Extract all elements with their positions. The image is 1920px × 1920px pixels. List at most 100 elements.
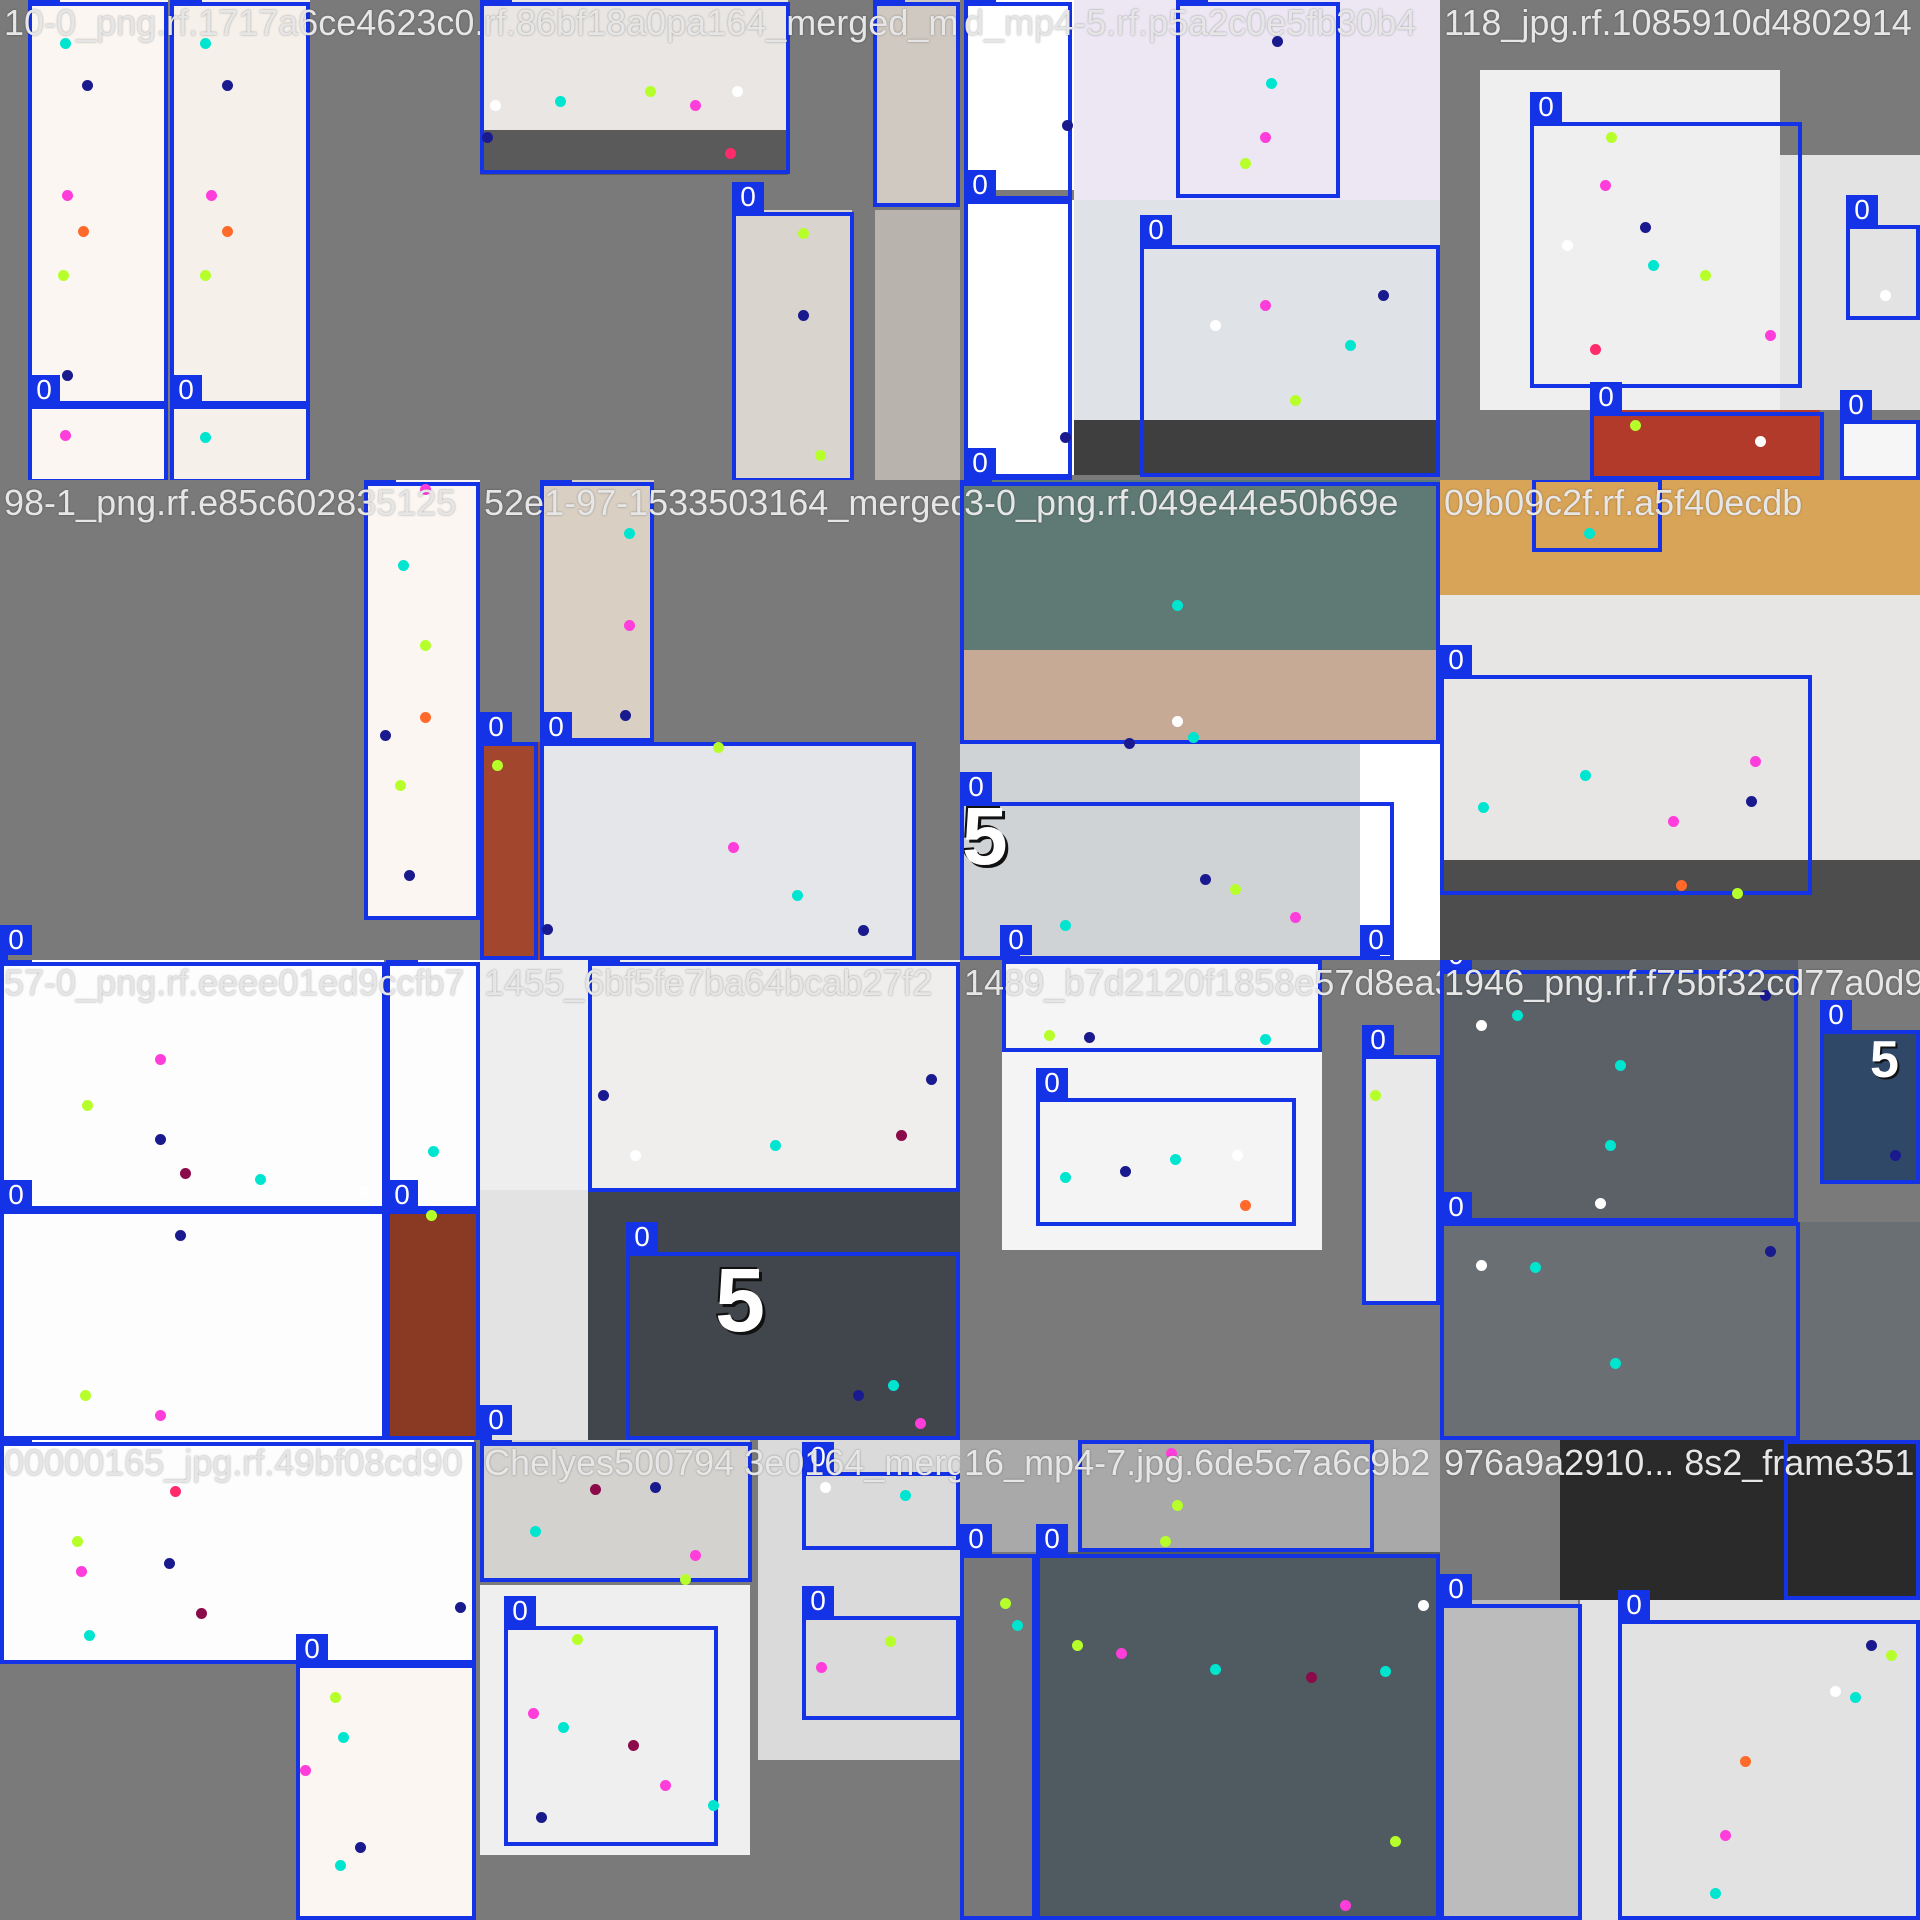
image-fragment	[1440, 860, 1920, 960]
pose-bounding-box[interactable]: 0	[296, 1634, 476, 1920]
class-label: 0	[1176, 0, 1208, 2]
keypoint	[255, 1174, 266, 1185]
pose-bounding-box[interactable]: 0	[0, 960, 386, 1210]
pose-bounding-box[interactable]: 0	[28, 0, 168, 405]
class-label: 0	[1140, 215, 1172, 245]
tile-12: 1946_png.rf.f75bf32cd77a0d9 0 0 0 5	[1440, 960, 1920, 1440]
image-fragment	[732, 210, 852, 480]
class-label: 0	[964, 0, 996, 2]
keypoint	[1012, 1620, 1023, 1631]
keypoint	[1562, 240, 1573, 251]
class-label: 0	[0, 1440, 32, 1442]
pose-bounding-box[interactable]: 0	[480, 712, 538, 960]
keypoint	[1172, 716, 1183, 727]
keypoint	[896, 1130, 907, 1141]
keypoint	[428, 1146, 439, 1157]
pose-bounding-box[interactable]: 0	[1036, 1524, 1440, 1920]
pose-bounding-box[interactable]: 0	[0, 925, 32, 960]
pose-bounding-box[interactable]: 0	[873, 0, 960, 207]
image-fragment	[170, 405, 310, 480]
pose-bounding-box[interactable]: 0	[1846, 195, 1920, 320]
image-fragment	[364, 480, 480, 920]
keypoint	[1676, 880, 1687, 891]
pose-bounding-box[interactable]: 0	[364, 480, 480, 920]
pose-bounding-box[interactable]: 0	[1176, 0, 1340, 198]
keypoint	[180, 1168, 191, 1179]
pose-bounding-box[interactable]: 0	[960, 772, 1394, 960]
keypoint	[1084, 1032, 1095, 1043]
keypoint	[1060, 920, 1071, 931]
pose-bounding-box[interactable]: 0	[1078, 1440, 1374, 1552]
pose-bounding-box[interactable]: 0	[504, 1596, 718, 1846]
pose-bounding-box[interactable]: 0	[1532, 480, 1662, 552]
pose-bounding-box[interactable]: 0	[0, 1440, 476, 1664]
pose-bounding-box[interactable]: 0	[480, 1440, 752, 1582]
keypoint	[708, 1800, 719, 1811]
pose-bounding-box[interactable]: 0	[170, 375, 310, 480]
keypoint	[624, 620, 635, 631]
pose-bounding-box[interactable]: 0	[1440, 1574, 1582, 1920]
class-label: 0	[0, 925, 32, 955]
pose-bounding-box[interactable]: 0	[964, 0, 1072, 200]
keypoint	[536, 1812, 547, 1823]
pose-bounding-box[interactable]: 0	[386, 1180, 480, 1440]
tile-15: 16_mp4-7.jpg.6de5c7a6c9b2 0 0 0	[960, 1440, 1440, 1920]
pose-bounding-box[interactable]: 0	[480, 0, 790, 174]
tile-8: 09b09c2f.rf.a5f40ecdb 0 0	[1440, 480, 1920, 960]
pose-bounding-box[interactable]: 0	[964, 170, 1072, 478]
pose-bounding-box[interactable]: 0	[1002, 960, 1322, 1052]
pose-bounding-box[interactable]: 0	[802, 1442, 960, 1550]
pose-bounding-box[interactable]: 0	[1140, 215, 1440, 477]
pose-bounding-box[interactable]: 0	[1360, 925, 1392, 960]
tile-filename: rf.86bf18a0pa164_merged_mp4-5.rf.p5a2	[484, 2, 960, 43]
keypoint	[1172, 600, 1183, 611]
pose-bounding-box[interactable]: 0	[1840, 390, 1920, 480]
keypoint	[1060, 432, 1071, 443]
tile-filename: 10-0_png.rf.1717a6ce4623c0.rf.86bf18a0pa…	[4, 2, 480, 43]
pose-bounding-box[interactable]: 0	[170, 0, 310, 405]
keypoint	[885, 1636, 896, 1647]
pose-bounding-box[interactable]: 0	[626, 1222, 960, 1440]
pose-bounding-box[interactable]: 0	[1590, 382, 1824, 480]
pose-bounding-box[interactable]: 0	[1440, 1192, 1800, 1440]
pose-bounding-box[interactable]: 0	[480, 1405, 512, 1440]
keypoint	[1615, 1060, 1626, 1071]
keypoint	[628, 1740, 639, 1751]
pose-bounding-box[interactable]: 0	[1036, 1068, 1296, 1226]
keypoint	[155, 1054, 166, 1065]
pose-bounding-box[interactable]: 0	[1440, 960, 1798, 1222]
image-fragment	[588, 960, 960, 1190]
keypoint	[200, 432, 211, 443]
keypoint	[1418, 1600, 1429, 1611]
pose-bounding-box[interactable]: 0	[1440, 645, 1812, 895]
pose-bounding-box[interactable]: 0	[1530, 92, 1802, 388]
keypoint	[164, 1558, 175, 1569]
pose-bounding-box[interactable]: 0	[0, 1180, 386, 1440]
pose-bounding-box[interactable]: 0	[1784, 1440, 1920, 1600]
class-label: 0	[626, 1222, 658, 1252]
pose-bounding-box[interactable]: 0	[540, 480, 654, 742]
pose-bounding-box[interactable]: 0	[1820, 1000, 1920, 1184]
pose-bounding-box[interactable]: 0	[1618, 1590, 1920, 1920]
image-fragment	[960, 742, 1390, 960]
pose-bounding-box[interactable]: 0	[588, 960, 960, 1192]
pose-bounding-box[interactable]: 0	[1362, 1025, 1440, 1305]
tile-filename: 00000165_jpg.rf.49bf08cd90	[4, 1442, 463, 1483]
keypoint	[420, 484, 431, 495]
image-fragment	[170, 0, 310, 405]
keypoint	[1200, 874, 1211, 885]
pose-bounding-box[interactable]: 0	[28, 375, 168, 480]
pose-bounding-box[interactable]: 0	[802, 1586, 960, 1720]
image-fragment	[388, 960, 480, 1208]
class-label: 0	[1440, 960, 1472, 970]
pose-bounding-box[interactable]: 0	[964, 448, 1072, 480]
pose-bounding-box[interactable]: 0	[386, 960, 480, 1210]
pose-bounding-box[interactable]: 0	[732, 182, 854, 480]
keypoint	[815, 450, 826, 461]
pose-bounding-box[interactable]: 0	[960, 1524, 1036, 1920]
pose-bounding-box[interactable]: 0	[1000, 925, 1032, 960]
pose-bounding-box[interactable]: 0	[540, 712, 916, 960]
keypoint	[660, 1780, 671, 1791]
class-label: 0	[28, 375, 60, 405]
pose-bounding-box[interactable]: 0	[960, 480, 1440, 744]
